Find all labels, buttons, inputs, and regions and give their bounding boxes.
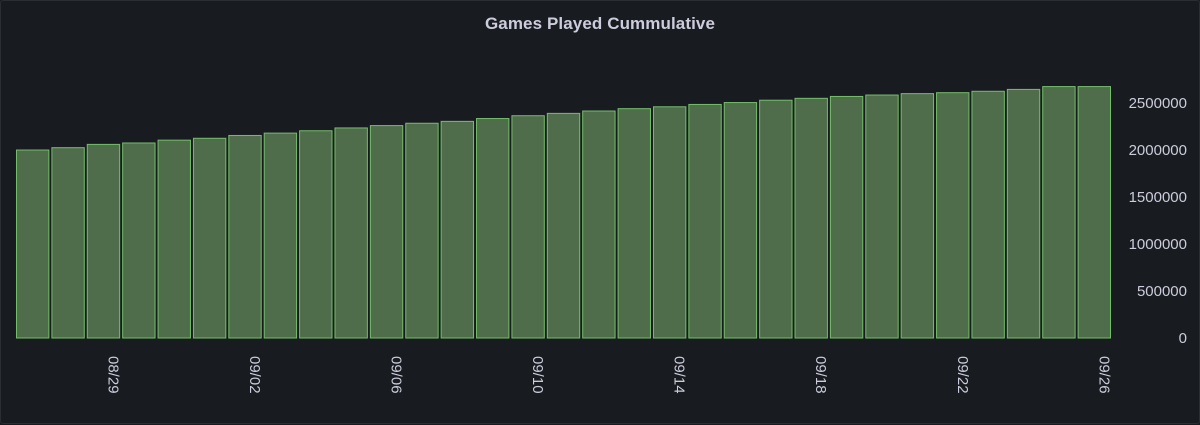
y-tick-label: 2000000 [1129, 142, 1187, 159]
bar-09-10 [511, 115, 545, 339]
x-axis: 08/29 09/02 09/06 09/10 09/14 09/18 09/22 09/26 [104, 356, 1112, 394]
bar-09-15 [688, 103, 722, 339]
y-tick-label: 500000 [1137, 283, 1187, 300]
bar-08-31 [157, 139, 191, 339]
bar-09-24 [1006, 88, 1041, 339]
x-tick-label: 09/14 [671, 356, 688, 394]
bar-09-03 [263, 132, 298, 339]
bar-09-20 [865, 94, 899, 339]
x-tick-label: 09/22 [954, 356, 971, 394]
bar-08-29 [86, 143, 121, 339]
bar-09-02 [228, 134, 262, 339]
bar-09-18 [794, 97, 828, 339]
bar-09-14 [652, 106, 687, 339]
x-tick-label: 09/10 [529, 356, 546, 394]
bar-09-09 [476, 118, 510, 339]
bar-09-06 [369, 125, 404, 339]
bar-09-13 [617, 108, 651, 339]
panel-title: Games Played Cummulative [484, 14, 716, 33]
y-axis: 0 500000 1000000 1500000 2000000 2500000 [1129, 95, 1187, 347]
bar-09-16 [723, 102, 758, 339]
y-tick-label: 1000000 [1129, 236, 1187, 253]
bars-group [16, 86, 1111, 339]
bar-09-04 [299, 130, 333, 339]
bar-09-22 [936, 92, 970, 339]
bar-09-05 [334, 127, 368, 339]
bar-09-11 [546, 112, 581, 339]
bar-08-30 [122, 142, 156, 339]
bar-09-26 [1077, 86, 1111, 339]
bar-09-07 [405, 122, 439, 339]
y-tick-label: 0 [1179, 330, 1187, 347]
y-tick-label: 2500000 [1129, 95, 1187, 112]
bar-08-27 [16, 149, 50, 339]
x-tick-label: 09/18 [812, 356, 829, 394]
bar-09-25 [1042, 86, 1076, 339]
y-tick-label: 1500000 [1129, 189, 1187, 206]
x-tick-label: 09/06 [388, 356, 405, 394]
bar-09-19 [829, 95, 864, 339]
bar-08-28 [51, 147, 85, 339]
x-tick-label: 09/02 [246, 356, 263, 394]
x-tick-label: 09/26 [1095, 356, 1112, 394]
bar-09-21 [900, 93, 935, 339]
bar-09-23 [971, 90, 1005, 339]
bar-09-17 [759, 99, 793, 339]
x-tick-label: 08/29 [104, 356, 121, 394]
bar-09-01 [192, 137, 227, 339]
bar-09-12 [582, 110, 616, 339]
bar-09-08 [440, 120, 475, 339]
